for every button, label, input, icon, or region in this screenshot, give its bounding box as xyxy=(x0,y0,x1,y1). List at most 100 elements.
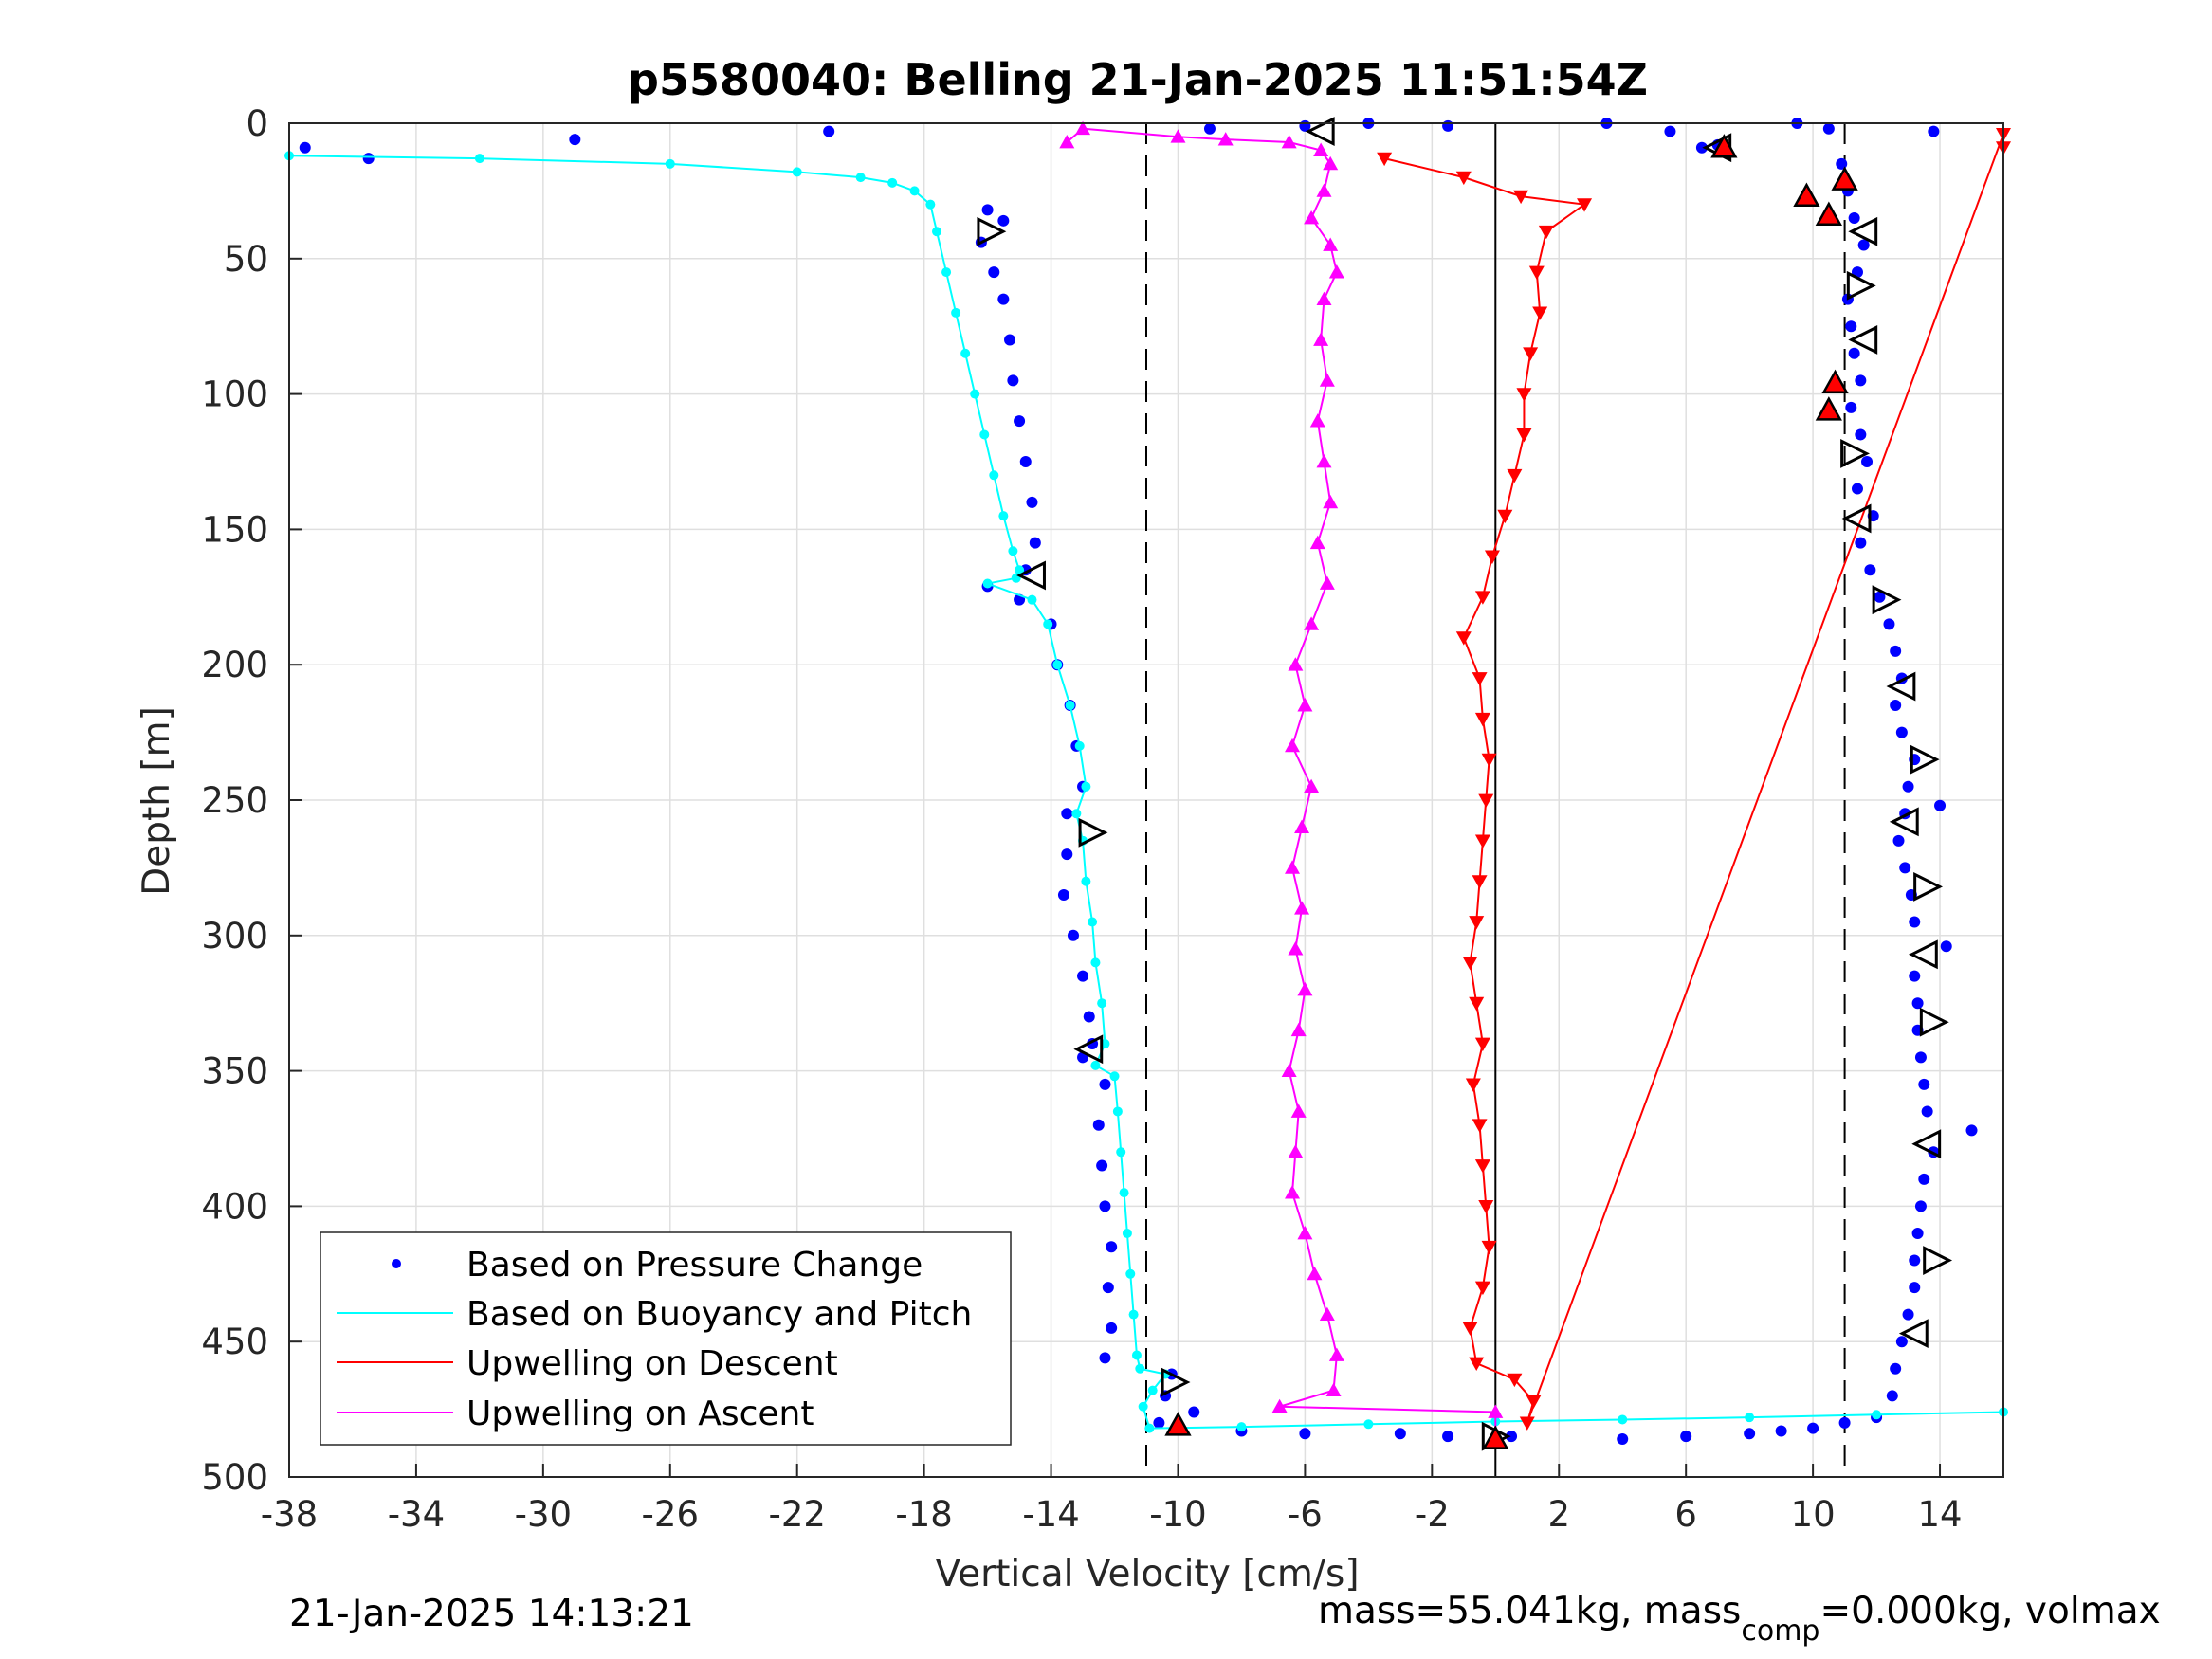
pressure-point xyxy=(1838,1416,1851,1429)
descent-point xyxy=(1507,1373,1523,1388)
descent-point xyxy=(1478,793,1494,808)
marker-triangle xyxy=(1841,503,1872,534)
buoyancy-point xyxy=(1015,565,1025,575)
ascent-point xyxy=(1297,981,1313,996)
red-marker-triangle xyxy=(1793,182,1820,207)
descent-point xyxy=(1455,171,1472,186)
buoyancy-point xyxy=(1088,917,1098,927)
ascent-point xyxy=(1304,210,1320,225)
pressure-point xyxy=(1855,374,1867,387)
ascent-point xyxy=(1281,134,1297,149)
legend-label-pressure: Based on Pressure Change xyxy=(466,1246,923,1285)
pressure-point xyxy=(1909,1282,1921,1294)
descent-point xyxy=(1474,1281,1490,1296)
pressure-point xyxy=(1822,122,1835,135)
plot-area xyxy=(284,117,2011,1451)
chart-title: p5580040: Belling 21-Jan-2025 11:51:54Z xyxy=(628,54,1648,105)
red-marker-triangle xyxy=(1482,1425,1509,1449)
x-tick-label: 10 xyxy=(1791,1494,1836,1535)
pressure-point xyxy=(1014,415,1026,428)
pressure-point xyxy=(362,153,375,165)
ascent-point xyxy=(1319,1306,1335,1322)
red-marker-triangle xyxy=(1710,134,1738,158)
pressure-point xyxy=(1909,916,1921,928)
descent-point xyxy=(1526,1395,1542,1410)
ascent-point xyxy=(1075,120,1091,136)
marker-triangle xyxy=(1908,939,1938,970)
pressure-point xyxy=(1744,1428,1756,1440)
marker-triangle xyxy=(1848,325,1878,355)
pressure-point xyxy=(1096,1159,1108,1172)
pressure-point xyxy=(1004,334,1016,346)
y-axis-label: Depth [m] xyxy=(136,706,178,896)
x-tick-label: -26 xyxy=(642,1494,699,1535)
legend-label-descent: Upwelling on Descent xyxy=(466,1344,838,1383)
ascent-point xyxy=(1288,1144,1304,1158)
buoyancy-point xyxy=(1135,1363,1145,1374)
red-marker-triangle xyxy=(1815,396,1842,421)
ascent-point xyxy=(1316,291,1332,306)
marker-triangle xyxy=(1886,671,1916,702)
footer-timestamp: 21-Jan-2025 14:13:21 xyxy=(289,1593,694,1635)
marker-triangle xyxy=(1305,117,1335,146)
descent-point xyxy=(1474,591,1490,605)
buoyancy-point xyxy=(1097,998,1107,1009)
ascent-point xyxy=(1328,264,1344,279)
pressure-point xyxy=(1883,618,1895,630)
legend: Based on Pressure Change Based on Buoyan… xyxy=(320,1231,1012,1446)
buoyancy-point xyxy=(855,173,866,183)
buoyancy-point xyxy=(1090,957,1101,968)
x-tick-label: -6 xyxy=(1288,1494,1323,1535)
buoyancy-point xyxy=(1081,876,1091,886)
descent-point xyxy=(1538,225,1554,240)
buoyancy-point xyxy=(1074,740,1085,751)
y-tick-label: 500 xyxy=(201,1457,268,1498)
pressure-point xyxy=(1845,320,1857,333)
buoyancy-point xyxy=(1122,1228,1132,1238)
buoyancy-point xyxy=(998,511,1009,521)
x-tick-label: -22 xyxy=(768,1494,825,1535)
buoyancy-point xyxy=(1128,1309,1139,1320)
pressure-point xyxy=(1695,141,1708,154)
marker-triangle xyxy=(1898,1319,1929,1349)
pressure-point xyxy=(1890,700,1902,712)
buoyancy-point xyxy=(1112,1106,1123,1117)
descent-point xyxy=(1577,198,1593,212)
pressure-point xyxy=(1836,157,1848,170)
x-tick-label: -2 xyxy=(1415,1494,1450,1535)
pressure-point xyxy=(1106,1241,1118,1253)
pressure-point xyxy=(1007,374,1019,387)
ascent-point xyxy=(1297,698,1313,712)
buoyancy-point xyxy=(887,177,898,188)
ascent-point xyxy=(1294,901,1310,915)
descent-point xyxy=(1472,1119,1488,1133)
pressure-point xyxy=(1092,1119,1105,1131)
pressure-point xyxy=(1061,808,1073,820)
red-marker-triangle xyxy=(1815,201,1842,226)
x-axis-label: Vertical Velocity [cm/s] xyxy=(935,1553,1359,1595)
ascent-point xyxy=(1170,129,1186,143)
descent-point xyxy=(1519,1416,1535,1431)
pressure-point xyxy=(1775,1425,1787,1437)
buoyancy-point xyxy=(1043,619,1053,629)
pressure-point xyxy=(1921,1105,1933,1118)
ascent-point xyxy=(1316,454,1332,468)
pressure-point xyxy=(1807,1422,1819,1434)
legend-label-ascent: Upwelling on Ascent xyxy=(466,1395,814,1433)
pressure-point xyxy=(1890,645,1902,657)
buoyancy-point xyxy=(1363,1419,1374,1430)
buoyancy-point xyxy=(1052,660,1063,670)
buoyancy-point xyxy=(1027,594,1037,605)
ascent-point xyxy=(1304,778,1320,793)
pressure-point xyxy=(1106,1322,1118,1334)
pressure-point xyxy=(1442,1431,1454,1443)
ascent-point xyxy=(1309,413,1325,428)
y-tick-label: 100 xyxy=(201,374,268,415)
pressure-point xyxy=(1914,1051,1927,1064)
pressure-point xyxy=(299,141,311,154)
ascent-point xyxy=(1217,132,1234,146)
pressure-point xyxy=(1890,1362,1902,1375)
pressure-point xyxy=(1061,848,1073,861)
ascent-point xyxy=(1313,142,1329,156)
descent-point xyxy=(1484,550,1500,564)
